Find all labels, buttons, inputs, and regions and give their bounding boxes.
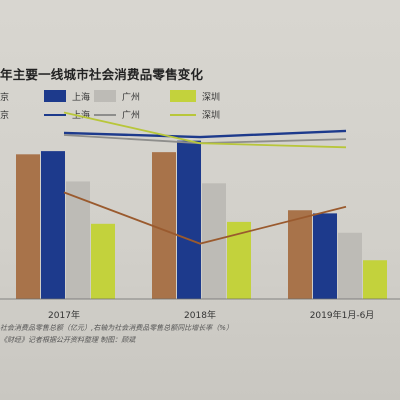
- bar-beijing-1: [152, 152, 176, 299]
- legend-label-shanghai: 上海: [72, 91, 90, 103]
- legend-line-label-beijing: 京: [0, 109, 9, 121]
- bar-beijing-2: [288, 210, 312, 299]
- chart-title: 年主要一线城市社会消费品零售变化: [0, 67, 204, 82]
- footnote-line: 《财经》记者根据公开资料整理 制图：顾斌: [0, 336, 136, 344]
- legend-lines: 京上海 广州 深圳: [0, 109, 220, 121]
- bars-group: [16, 140, 387, 299]
- legend-label-shenzhen: 深圳: [202, 92, 220, 103]
- bar-guangzhou-2: [338, 232, 362, 299]
- bar-shanghai-0: [41, 151, 65, 299]
- bar-shenzhen-0: [91, 223, 115, 299]
- line-shenzhen: [63, 111, 347, 149]
- legend-label-guangzhou: 广州: [122, 91, 140, 103]
- x-tick-labels: 2017年 2018年 2019年1月-6月: [48, 309, 374, 321]
- x-tick-label: 2018年: [184, 309, 216, 321]
- legend-swatch-shanghai: [44, 90, 66, 102]
- x-tick-label: 2019年1月-6月: [310, 309, 375, 321]
- bar-beijing-0: [16, 154, 40, 299]
- footnote-line: 社会消费品零售总额（亿元）,右轴为社会消费品零售总额同比增长率（%）: [0, 324, 233, 332]
- bar-shanghai-2: [313, 213, 337, 299]
- footnote: 社会消费品零售总额（亿元）,右轴为社会消费品零售总额同比增长率（%） 《财经》记…: [0, 322, 300, 346]
- legend-swatch-shenzhen: [170, 90, 196, 102]
- line-shanghai: [63, 129, 347, 139]
- bar-shanghai-1: [177, 140, 201, 299]
- bar-shenzhen-2: [363, 260, 387, 299]
- lines-group: [63, 111, 347, 245]
- legend-swatch-guangzhou: [94, 90, 116, 102]
- legend-label-beijing: 京: [0, 91, 9, 103]
- bar-guangzhou-0: [66, 181, 90, 299]
- legend-bars: 京 上海 广州 深圳: [0, 90, 220, 103]
- line-beijing: [63, 191, 347, 245]
- legend-line-label-guangzhou: 广州: [122, 109, 140, 121]
- legend-line-label-shenzhen: 深圳: [202, 110, 220, 121]
- bar-shenzhen-1: [227, 221, 251, 299]
- x-tick-label: 2017年: [48, 309, 80, 321]
- bar-guangzhou-1: [202, 183, 226, 299]
